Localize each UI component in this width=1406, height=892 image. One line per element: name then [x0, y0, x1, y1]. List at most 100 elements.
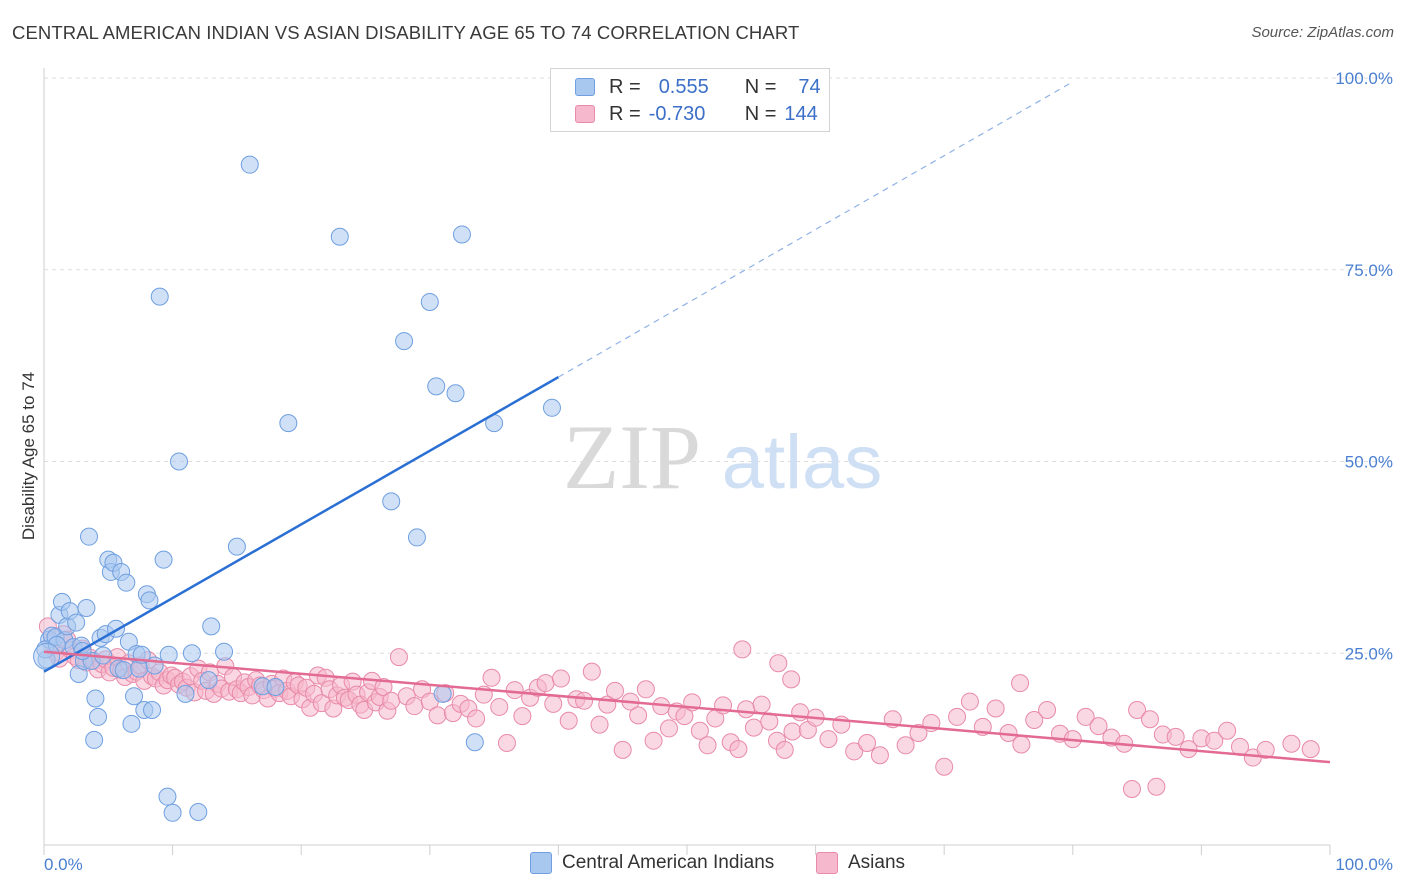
y-tick-label: 50.0% — [1345, 453, 1393, 472]
legend-swatch-blue — [575, 78, 595, 96]
asian-point — [536, 674, 555, 693]
central-american-indian-point — [202, 617, 221, 636]
central-american-indian-point — [215, 642, 234, 661]
asian-point — [737, 700, 756, 719]
central-american-indian-point — [154, 550, 173, 569]
asian-point — [513, 707, 532, 726]
asian-point — [1140, 710, 1159, 729]
legend-n-label: N = — [744, 102, 777, 125]
asian-point — [490, 697, 509, 716]
y-tick-label: 75.0% — [1345, 261, 1393, 280]
series-asians-points — [38, 617, 1320, 799]
asian-point — [845, 742, 864, 761]
asian-point — [659, 719, 678, 738]
central-american-indian-point — [140, 591, 159, 610]
asian-point — [769, 654, 788, 673]
asian-point — [497, 733, 516, 752]
asian-point — [948, 707, 967, 726]
asian-point — [744, 718, 763, 737]
central-american-indian-point — [395, 332, 414, 351]
central-american-indian-point — [433, 684, 452, 703]
asian-point — [575, 691, 594, 710]
asian-point — [544, 694, 563, 713]
central-american-indian-point — [199, 671, 218, 690]
y-axis-label: Disability Age 65 to 74 — [19, 372, 38, 540]
trend-line-central-american-indians — [43, 376, 560, 673]
central-american-indian-point — [170, 452, 189, 471]
legend-r-value: 0.555 — [658, 75, 709, 98]
central-american-indian-point — [85, 730, 104, 749]
asian-point — [1089, 717, 1108, 736]
asian-point — [551, 669, 570, 688]
asian-point — [960, 692, 979, 711]
central-american-indian-point — [407, 528, 426, 547]
legend-n-value: 74 — [798, 75, 821, 98]
asian-point — [775, 740, 794, 759]
central-american-indian-point — [122, 714, 141, 733]
asian-point — [1012, 735, 1031, 754]
central-american-indian-point — [266, 677, 285, 696]
asian-point — [752, 695, 771, 714]
asian-point — [1011, 674, 1030, 693]
asian-point — [783, 722, 802, 741]
asian-point — [467, 709, 486, 728]
central-american-indian-point — [143, 701, 162, 720]
central-american-indian-point — [452, 225, 471, 244]
asian-point — [389, 648, 408, 667]
central-american-indian-point — [114, 661, 133, 680]
asian-point — [1205, 731, 1224, 750]
asian-point — [698, 736, 717, 755]
asian-point — [690, 721, 709, 740]
asian-point — [582, 662, 601, 681]
asian-point — [1256, 740, 1275, 759]
asian-point — [1076, 707, 1095, 726]
central-american-indian-point — [163, 803, 182, 822]
asian-point — [374, 677, 393, 696]
bottom-legend-central-american-indians: Central American Indians — [530, 852, 774, 874]
bottom-legend-label: Asians — [848, 852, 906, 873]
asian-point — [1128, 701, 1147, 720]
central-american-indian-point — [427, 377, 446, 396]
chart-source: Source: ZipAtlas.com — [1251, 24, 1394, 41]
central-american-indian-point — [80, 527, 99, 546]
legend-r-label: R = — [609, 102, 641, 125]
asian-point — [405, 697, 424, 716]
central-american-indian-point — [86, 689, 105, 708]
asian-point — [858, 733, 877, 752]
legend-swatch-pink — [575, 105, 595, 123]
asian-point — [1166, 727, 1185, 746]
bottom-legend-asians: Asians — [816, 852, 905, 874]
central-american-indian-point — [330, 227, 349, 246]
legend-r-label: R = — [609, 75, 641, 98]
watermark-zip: ZIP — [563, 406, 701, 508]
central-american-indian-point — [420, 292, 439, 311]
series-central-american-indians-points — [33, 155, 561, 822]
legend-row-asians: R = -0.730 N = 144 — [551, 101, 818, 127]
legend-n-label: N = — [744, 75, 777, 98]
central-american-indian-point — [150, 287, 169, 306]
central-american-indian-point — [279, 414, 298, 433]
bottom-legend-swatch-pink — [816, 852, 838, 874]
y-tick-labels: 25.0% 50.0% 75.0% 100.0% — [1335, 69, 1393, 663]
x-tick-label: 0.0% — [44, 855, 83, 874]
central-american-indian-point — [77, 598, 96, 617]
central-american-indian-point — [89, 707, 108, 726]
asian-point — [613, 740, 632, 759]
central-american-indian-point — [125, 687, 144, 706]
asian-point — [986, 699, 1005, 718]
bottom-legend-label: Central American Indians — [562, 852, 775, 873]
legend-n-value: 144 — [784, 102, 818, 125]
asian-point — [605, 681, 624, 700]
central-american-indian-point — [189, 803, 208, 822]
central-american-indian-point — [542, 398, 561, 417]
central-american-indian-point — [227, 537, 246, 556]
asian-point — [729, 740, 748, 759]
asian-point — [1282, 734, 1301, 753]
asian-point — [1301, 740, 1320, 759]
asian-point — [482, 668, 501, 687]
legend-row-central-american-indians: R = 0.555 N = 74 — [551, 74, 821, 100]
asian-point — [870, 746, 889, 765]
legend-r-value: -0.730 — [648, 102, 706, 125]
asian-point — [382, 691, 401, 710]
